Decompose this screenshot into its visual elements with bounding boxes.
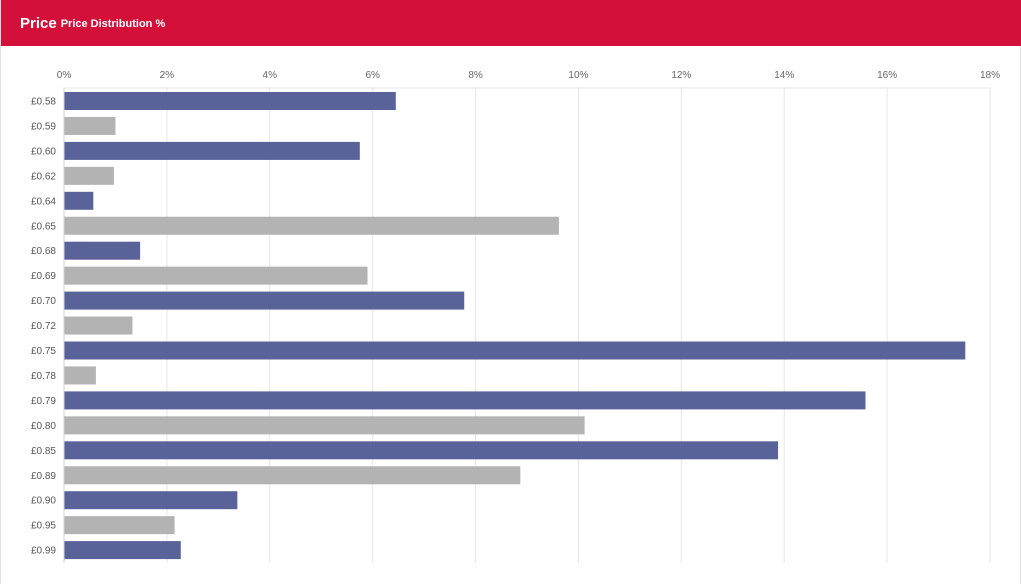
x-tick-label: 8% [468, 70, 483, 81]
bar [64, 466, 521, 485]
x-tick-label: 6% [365, 70, 380, 81]
y-category-label: £0.72 [31, 321, 56, 332]
bar [64, 341, 966, 360]
bar [64, 516, 175, 535]
y-category-label: £0.90 [31, 496, 56, 507]
bar [64, 416, 585, 435]
y-category-label: £0.62 [31, 171, 56, 182]
y-category-label: £0.69 [31, 271, 56, 282]
panel-title: Price [20, 14, 57, 32]
y-category-label: £0.70 [31, 296, 56, 307]
bar [64, 441, 779, 460]
y-category-label: £0.89 [31, 471, 56, 482]
x-tick-label: 16% [877, 70, 897, 81]
bar [64, 491, 238, 510]
y-category-label: £0.99 [31, 546, 56, 557]
bar [64, 92, 396, 110]
x-tick-label: 18% [980, 70, 1000, 81]
bar [64, 541, 181, 560]
x-tick-label: 14% [774, 70, 794, 81]
x-tick-label: 10% [568, 70, 588, 81]
y-category-label: £0.58 [31, 97, 56, 108]
panel-header: Price Price Distribution % [1, 0, 1021, 46]
y-category-label: £0.79 [31, 396, 56, 407]
y-category-label: £0.85 [31, 446, 56, 457]
panel-subtitle: Price Distribution % [60, 18, 166, 30]
bar [64, 141, 360, 160]
y-category-label: £0.75 [31, 346, 56, 357]
bar [64, 366, 96, 385]
y-category-label: £0.78 [31, 371, 56, 382]
bar [64, 166, 114, 185]
y-category-label: £0.60 [31, 146, 56, 157]
y-category-label: £0.80 [31, 421, 56, 432]
bar [64, 266, 368, 285]
bar [64, 291, 465, 310]
bar [64, 191, 94, 210]
bar [64, 216, 559, 235]
x-tick-label: 12% [671, 70, 691, 81]
bar [64, 241, 141, 260]
x-tick-label: 0% [57, 70, 72, 81]
x-tick-label: 4% [263, 70, 278, 81]
y-category-label: £0.64 [31, 196, 56, 207]
y-category-label: £0.59 [31, 121, 56, 132]
bar [64, 116, 116, 135]
bar [64, 316, 133, 335]
y-category-label: £0.65 [31, 221, 56, 232]
y-category-label: £0.95 [31, 521, 56, 532]
y-category-label: £0.68 [31, 246, 56, 257]
x-tick-label: 2% [160, 70, 175, 81]
bar [64, 391, 866, 410]
